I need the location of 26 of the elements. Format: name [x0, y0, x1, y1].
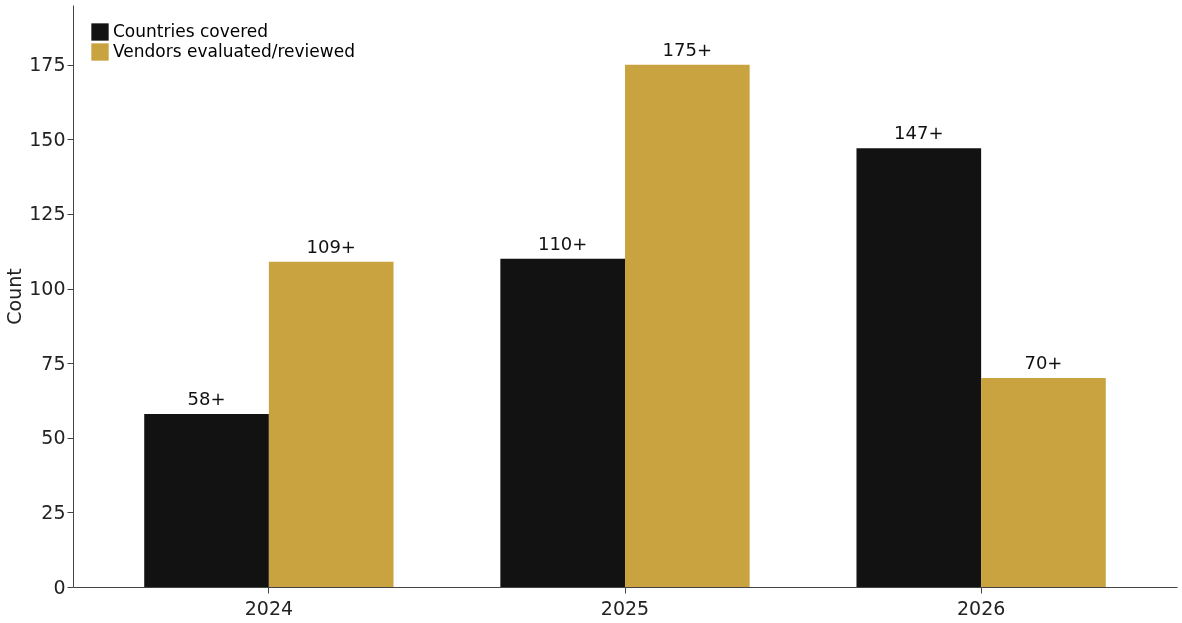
data-label: 110+	[537, 232, 588, 254]
y-tick-label: 50	[41, 426, 66, 449]
data-label: 70+	[1024, 352, 1063, 374]
data-label: 109+	[306, 235, 356, 257]
data-label: 58+	[187, 387, 226, 409]
bar	[268, 261, 394, 587]
data-label: 147+	[894, 122, 944, 144]
legend-label: Countries covered	[113, 21, 269, 41]
x-tick-label: 2026	[956, 596, 1006, 619]
y-tick-label: 100	[29, 277, 66, 300]
bar	[144, 413, 269, 587]
legend-label: Vendors evaluated/reviewed	[113, 41, 355, 61]
bar	[625, 64, 750, 587]
x-tick-label: 2024	[244, 596, 294, 619]
y-tick-label: 175	[29, 53, 66, 76]
bar	[500, 258, 625, 587]
data-label: 175+	[662, 38, 713, 60]
y-tick-label: 150	[29, 127, 66, 150]
y-tick-label: 25	[41, 500, 66, 523]
y-tick-label: 75	[41, 351, 66, 374]
x-tick-label: 2025	[600, 596, 650, 619]
bar	[981, 378, 1106, 587]
y-axis-title: Count	[3, 268, 26, 325]
y-tick-label: 125	[29, 202, 66, 225]
bar	[856, 148, 982, 587]
y-tick-label: 0	[53, 575, 66, 598]
